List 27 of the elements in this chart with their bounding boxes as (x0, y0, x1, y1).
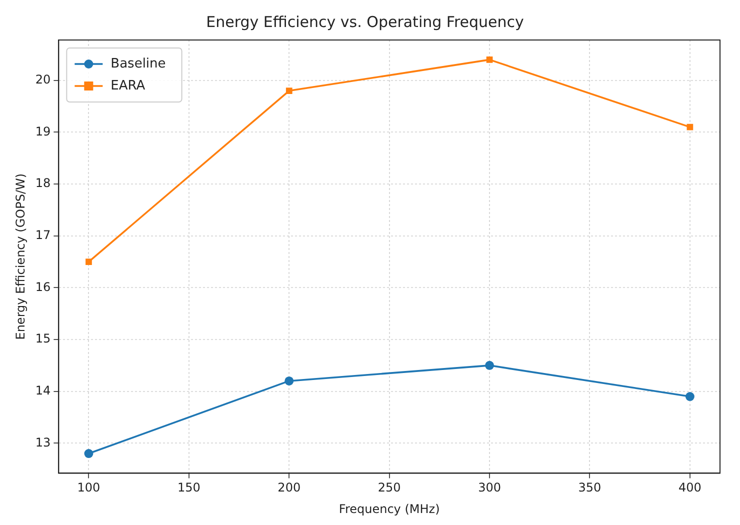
y-tick-label: 19 (35, 124, 51, 138)
chart-title: Energy Efficiency vs. Operating Frequency (206, 12, 524, 31)
y-tick-label: 17 (35, 228, 51, 242)
point (485, 360, 494, 370)
x-axis-title: Frequency (MHz) (338, 502, 440, 516)
x-tick-label: 250 (378, 480, 401, 495)
y-axis-title: Energy Efficiency (GOPS/W) (13, 173, 28, 340)
y-tick-label: 18 (35, 176, 51, 190)
legend-label: EARA (110, 78, 146, 94)
x-tick-label: 200 (278, 480, 301, 495)
point (486, 56, 493, 63)
y-tick-label: 16 (35, 280, 51, 294)
point (284, 376, 294, 386)
x-tick-label: 350 (578, 480, 602, 495)
y-tick-label: 13 (35, 435, 51, 450)
x-tick-label: 300 (478, 480, 501, 495)
x-tick-label: 100 (77, 480, 100, 495)
x-tick-label: 400 (678, 480, 702, 495)
point (685, 392, 694, 402)
legend-label: Baseline (110, 56, 166, 72)
point (86, 258, 92, 265)
y-tick-label: 14 (35, 383, 51, 398)
y-tick-label: 15 (35, 332, 51, 346)
y-tick-label: 20 (35, 72, 51, 87)
point (84, 449, 94, 458)
x-tick-label: 150 (177, 480, 200, 495)
point (286, 88, 292, 94)
